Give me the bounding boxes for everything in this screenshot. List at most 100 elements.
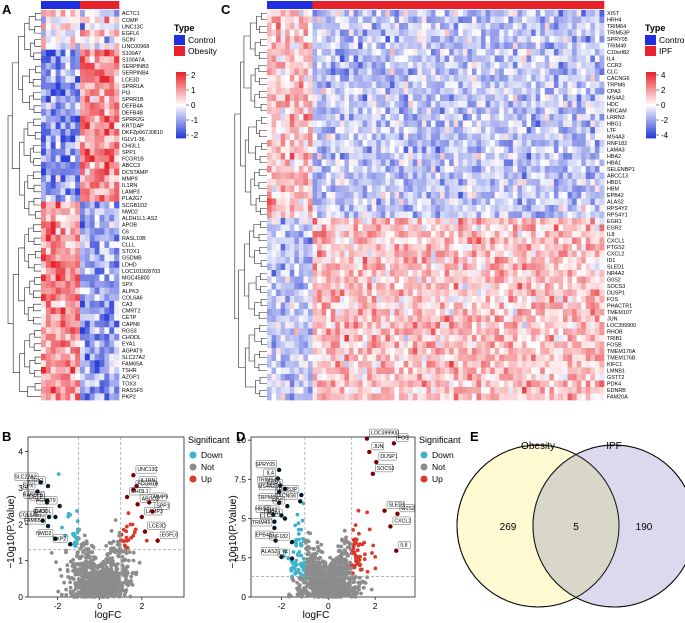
heatmap-cell	[594, 36, 600, 43]
heatmap-cell	[408, 315, 414, 323]
heatmap-cell	[394, 179, 400, 186]
heatmap-cell	[317, 302, 322, 310]
heatmap-cell	[89, 76, 95, 84]
heatmap-cell	[503, 205, 509, 212]
heatmap-cell	[371, 101, 377, 108]
heatmap-cell	[467, 120, 473, 128]
gene-label: LINC00968	[122, 44, 149, 50]
heatmap-cell	[380, 263, 386, 271]
heatmap-cell	[512, 49, 518, 56]
heatmap-cell	[467, 309, 473, 316]
heatmap-cell	[594, 55, 600, 63]
heatmap-cell	[84, 76, 91, 84]
heatmap-cell	[440, 42, 445, 50]
heatmap-cell	[362, 218, 368, 225]
heatmap-cell	[84, 62, 91, 70]
heatmap-cell	[50, 102, 56, 110]
heatmap-cell	[109, 162, 115, 169]
heatmap-cell	[508, 302, 514, 310]
heatmap-cell	[114, 142, 120, 150]
heatmap-cell	[353, 309, 359, 316]
heatmap-cell	[563, 29, 568, 37]
heatmap-cell	[348, 257, 354, 264]
heatmap-cell	[271, 120, 277, 128]
heatmap-cell	[307, 192, 313, 199]
heatmap-cell	[380, 257, 386, 264]
heatmap-cell	[581, 250, 587, 258]
heatmap-cell	[348, 10, 354, 17]
dendrogram-branch	[34, 26, 41, 34]
heatmap-cell	[594, 302, 600, 310]
heatmap-cell	[458, 244, 464, 251]
heatmap-cell	[335, 101, 341, 108]
heatmap-cell	[553, 283, 559, 290]
heatmap-cell	[321, 218, 327, 225]
heatmap-cell	[549, 296, 555, 303]
heatmap-cell	[540, 263, 546, 271]
heatmap-cell	[512, 224, 518, 232]
heatmap-cell	[348, 250, 354, 258]
heatmap-cell	[321, 231, 327, 238]
heatmap-cell	[426, 244, 432, 251]
heatmap-cell	[330, 62, 336, 69]
heatmap-cell	[576, 218, 582, 225]
heatmap-cell	[276, 159, 282, 167]
heatmap-cell	[531, 29, 537, 37]
heatmap-cell	[572, 250, 578, 258]
heatmap-cell	[481, 276, 486, 284]
heatmap-cell	[380, 198, 386, 206]
heatmap-cell	[531, 88, 537, 95]
heatmap-cell	[41, 366, 47, 374]
heatmap-cell	[94, 142, 100, 150]
heatmap-cell	[362, 42, 368, 50]
heatmap-cell	[476, 270, 482, 277]
heatmap-cell	[421, 237, 427, 245]
heatmap-cell	[89, 62, 95, 70]
heatmap-cell	[60, 300, 66, 308]
heatmap-cell	[348, 159, 354, 167]
heatmap-cell	[267, 322, 272, 329]
heatmap-cell	[444, 263, 450, 271]
heatmap-cell	[276, 75, 282, 82]
heatmap-cell	[449, 146, 455, 154]
heatmap-cell	[344, 237, 350, 245]
heatmap-cell	[303, 42, 309, 50]
heatmap-cell	[490, 185, 496, 193]
heatmap-cell	[289, 114, 295, 121]
heatmap-cell	[544, 309, 550, 316]
heatmap-cell	[75, 294, 81, 302]
heatmap-cell	[549, 166, 555, 173]
heatmap-cell	[408, 289, 414, 297]
heatmap-cell	[280, 218, 286, 225]
heatmap-cell	[558, 10, 564, 17]
heatmap-cell	[41, 228, 47, 236]
heatmap-cell	[408, 270, 414, 277]
heatmap-cell	[335, 250, 341, 258]
heatmap-cell	[307, 328, 313, 336]
heatmap-cell	[389, 29, 395, 37]
heatmap-cell	[104, 162, 110, 169]
heatmap-cell	[430, 322, 436, 329]
heatmap-cell	[544, 224, 550, 232]
heatmap-cell	[581, 107, 587, 115]
heatmap-cell	[512, 237, 518, 245]
heatmap-cell	[358, 231, 363, 238]
heatmap-cell	[307, 75, 313, 82]
heatmap-cell	[65, 247, 71, 255]
heatmap-cell	[60, 281, 66, 288]
heatmap-cell	[45, 168, 52, 176]
heatmap-cell	[581, 36, 587, 43]
heatmap-cell	[526, 29, 532, 37]
heatmap-cell	[503, 75, 509, 82]
heatmap-cell	[303, 315, 309, 323]
heatmap-cell	[371, 88, 377, 95]
heatmap-cell	[271, 23, 277, 30]
heatmap-cell	[444, 335, 450, 342]
heatmap-cell	[289, 75, 295, 82]
heatmap-cell	[563, 140, 568, 147]
heatmap-cell	[289, 315, 295, 323]
heatmap-cell	[585, 205, 591, 212]
heatmap-cell	[430, 146, 436, 154]
heatmap-cell	[412, 16, 418, 24]
heatmap-cell	[109, 247, 115, 255]
